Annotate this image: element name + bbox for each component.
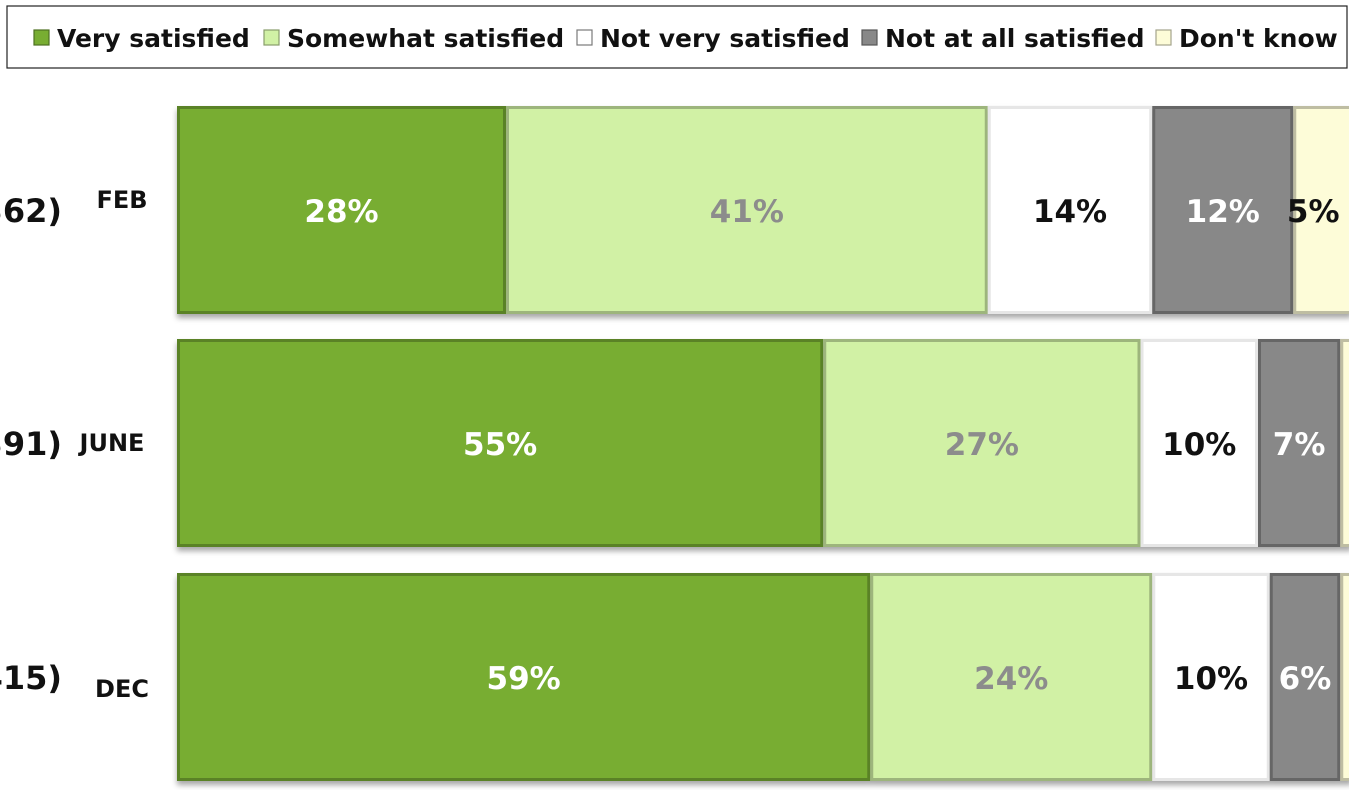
data-label: 7% — [1273, 427, 1326, 463]
bar-segment-don-t-know — [1340, 339, 1349, 547]
category-label-feb: FEB — [96, 186, 147, 214]
legend-swatch — [1155, 29, 1172, 46]
bar-row-labels-june: 55% 27% 10% 7% — [463, 427, 1325, 463]
bar-segment-not-very-satisfied — [1152, 573, 1270, 781]
legend-label: Very satisfied — [57, 24, 250, 53]
legend: Very satisfied Somewhat satisfied Not very… — [6, 5, 1348, 69]
bar-segment-not-very-satisfied — [1140, 339, 1258, 547]
bar-segment-somewhat-satisfied — [823, 339, 1141, 547]
bar-row-june — [177, 339, 1349, 547]
bar-segment-somewhat-satisfied — [870, 573, 1153, 781]
legend-item-very-satisfied: Very satisfied — [33, 24, 250, 53]
data-label: 10% — [1174, 661, 1248, 697]
category-sample-label: 415) — [0, 659, 62, 697]
data-label: 28% — [304, 194, 378, 230]
legend-item-not-very-satisfied: Not very satisfied — [576, 24, 850, 53]
legend-item-not-at-all-satisfied: Not at all satisfied — [861, 24, 1145, 53]
bar-segment-not-at-all-satisfied — [1152, 106, 1294, 314]
legend-swatch — [263, 29, 280, 46]
legend-swatch — [576, 29, 593, 46]
bar-row-feb — [177, 106, 1349, 314]
data-label: 27% — [945, 427, 1019, 463]
data-label: 24% — [974, 661, 1048, 697]
data-label: 41% — [710, 194, 784, 230]
legend-item-somewhat-satisfied: Somewhat satisfied — [263, 24, 564, 53]
data-label: 5% — [1287, 194, 1340, 230]
category-label-june: JUNE — [78, 429, 145, 457]
bar-segment-very-satisfied — [177, 573, 871, 781]
data-label: 14% — [1033, 194, 1107, 230]
bar-segment-not-at-all-satisfied — [1269, 573, 1341, 781]
legend-swatch — [861, 29, 878, 46]
legend-swatch — [33, 29, 50, 46]
bar-segment-very-satisfied — [177, 339, 824, 547]
bar-segment-not-very-satisfied — [987, 106, 1153, 314]
legend-label: Somewhat satisfied — [287, 24, 564, 53]
data-label: 59% — [487, 661, 561, 697]
bar-segment-don-t-know — [1340, 573, 1349, 781]
data-label: 12% — [1186, 194, 1260, 230]
legend-label: Not at all satisfied — [885, 24, 1145, 53]
category-label-dec: DEC — [95, 675, 149, 703]
bar-segment-not-at-all-satisfied — [1258, 339, 1341, 547]
bar-row-labels-dec: 59% 24% 10% 6% — [487, 661, 1332, 697]
bars: 28% 41% 14% 12% 5% 55% 27% 10% 7% 59% 24% 10% 6% — [177, 106, 1349, 781]
legend-label: Not very satisfied — [600, 24, 850, 53]
bar-segment-very-satisfied — [177, 106, 506, 314]
legend-item-don-t-know: Don't know — [1155, 24, 1338, 53]
legend-box — [6, 5, 1348, 69]
bar-row-labels-feb: 28% 41% 14% 12% 5% — [304, 194, 1339, 230]
bar-row-dec — [177, 573, 1349, 781]
legend-label: Don't know — [1179, 24, 1338, 53]
category-sample-label: 391) — [0, 425, 62, 463]
data-label: 10% — [1162, 427, 1236, 463]
bar-segment-don-t-know — [1293, 106, 1349, 314]
bar-segment-somewhat-satisfied — [506, 106, 988, 314]
data-label: 55% — [463, 427, 537, 463]
data-label: 6% — [1279, 661, 1332, 697]
category-sample-label: 362) — [0, 192, 62, 230]
category-labels: 362) FEB 391) JUNE 415) DEC — [0, 186, 149, 703]
